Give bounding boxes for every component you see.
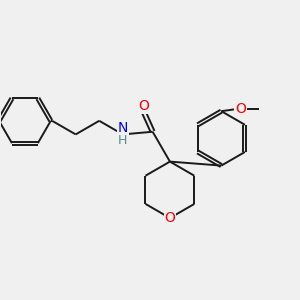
Text: O: O <box>138 99 149 113</box>
Text: N: N <box>118 122 128 135</box>
Text: H: H <box>118 134 128 147</box>
Text: O: O <box>235 101 246 116</box>
Text: O: O <box>164 211 175 225</box>
